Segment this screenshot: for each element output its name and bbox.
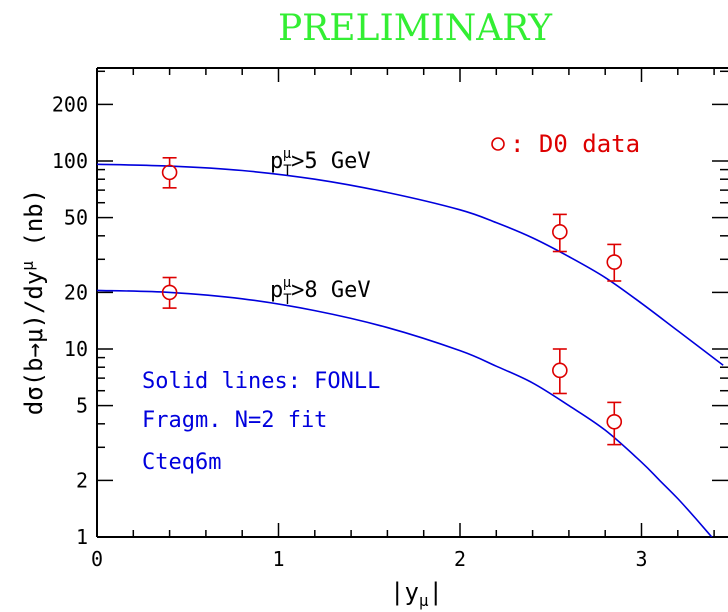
y-tick-label: 20 — [64, 280, 88, 304]
y-axis-title: dσ(b→μ)/dyμ (nb) — [18, 189, 48, 415]
data-marker — [161, 164, 178, 181]
data-point — [606, 401, 623, 446]
data-marker — [552, 224, 568, 240]
theory-legend-line-2: Fragm. N=2 fit — [142, 408, 327, 433]
x-tick-label: 2 — [454, 547, 466, 571]
data-points — [161, 156, 623, 446]
data-point — [161, 276, 178, 309]
theory-legend: Solid lines: FONLL Fragm. N=2 fit Cteq6m — [142, 369, 380, 475]
preliminary-banner: PRELIMINARY — [278, 8, 553, 49]
y-tick-label: 50 — [64, 206, 88, 230]
data-point — [552, 213, 568, 253]
data-marker — [606, 413, 623, 430]
theory-legend-line-1: Solid lines: FONLL — [142, 369, 380, 394]
theory-curve-1 — [97, 289, 713, 537]
y-tick-label: 5 — [76, 394, 88, 418]
plot-frame — [96, 67, 728, 538]
data-marker — [606, 254, 623, 270]
data-marker — [552, 362, 568, 379]
y-tick-label: 10 — [64, 337, 88, 361]
x-tick-label: 0 — [91, 547, 103, 571]
legend-marker-icon — [491, 137, 505, 151]
data-marker — [161, 284, 178, 301]
curve-label-8gev: pTμ>8 GeV — [270, 275, 371, 308]
theory-legend-line-3: Cteq6m — [142, 450, 221, 475]
data-point — [552, 348, 568, 395]
axis-ticks — [96, 68, 728, 538]
x-tick-label: 3 — [635, 547, 647, 571]
x-tick-label: 1 — [272, 547, 284, 571]
theory-curves — [97, 163, 724, 537]
y-tick-label: 1 — [76, 525, 88, 549]
data-point — [606, 243, 623, 282]
theory-curve-0 — [97, 163, 724, 366]
curve-label-5gev: pTμ>5 GeV — [270, 146, 371, 179]
y-tick-label: 100 — [52, 149, 88, 173]
data-point — [161, 156, 178, 189]
legend-data-text: : D0 data — [510, 130, 640, 158]
x-axis-title: |yμ| — [390, 578, 443, 610]
y-tick-label: 2 — [76, 468, 88, 492]
data-legend: : D0 data — [491, 130, 640, 158]
y-tick-label: 200 — [52, 92, 88, 116]
